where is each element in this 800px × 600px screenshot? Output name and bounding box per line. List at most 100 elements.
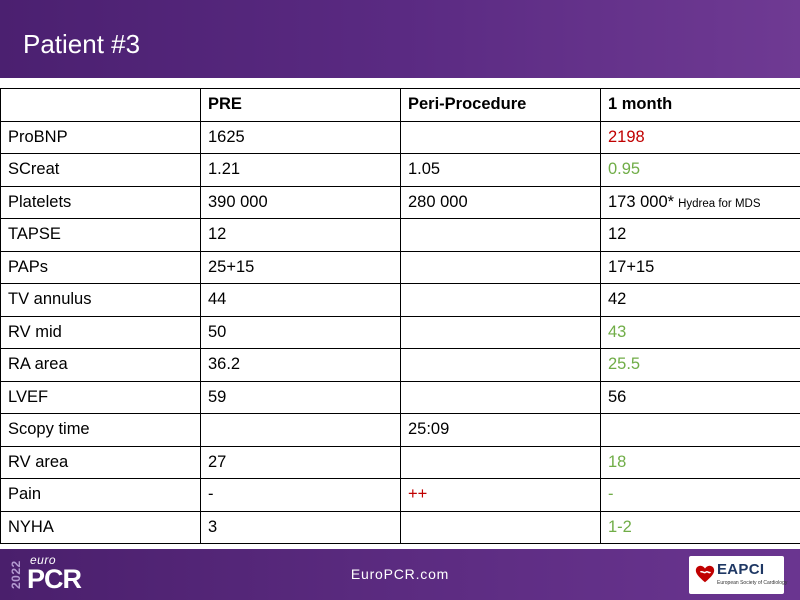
header-cell-parameter — [0, 88, 201, 122]
eapci-subtitle: European Society of Cardiology — [717, 580, 788, 586]
cell-1-month-note: Hydrea for MDS — [678, 197, 761, 210]
cell-pre: 44 — [200, 283, 401, 317]
europcr-logo-pcr: PCR — [27, 564, 82, 594]
cell-pre: 50 — [200, 315, 401, 349]
table-row: RV area 27 18 — [0, 445, 800, 479]
cell-1-month: 42 — [600, 283, 800, 317]
cell-peri-procedure — [400, 315, 601, 349]
cell-peri-procedure: 25:09 — [400, 413, 601, 447]
cell-pre: - — [200, 478, 401, 512]
cell-parameter-value: RV mid — [8, 322, 62, 341]
cell-pre-value: 3 — [208, 517, 218, 536]
cell-pre: 390 000 — [200, 185, 401, 219]
table-row: LVEF 59 56 — [0, 380, 800, 414]
cell-1-month: 12 — [600, 218, 800, 252]
cell-1-month-value: 2198 — [608, 127, 645, 146]
cell-peri-procedure — [400, 250, 601, 284]
cell-peri-procedure-value: 25:09 — [408, 420, 450, 439]
cell-pre-value: 25+15 — [208, 257, 255, 276]
cell-1-month-value: 43 — [608, 322, 627, 341]
cell-parameter-value: Platelets — [8, 192, 72, 211]
cell-parameter: PAPs — [0, 250, 201, 284]
cell-parameter-value: NYHA — [8, 517, 54, 536]
cell-parameter-value: SCreat — [8, 160, 60, 179]
cell-pre: 36.2 — [200, 348, 401, 382]
cell-pre: 27 — [200, 445, 401, 479]
cell-parameter: ProBNP — [0, 120, 201, 154]
cell-1-month — [600, 413, 800, 447]
cell-peri-procedure — [400, 283, 601, 317]
heart-icon — [695, 565, 715, 583]
cell-peri-procedure — [400, 348, 601, 382]
cell-pre: 12 — [200, 218, 401, 252]
cell-1-month: 2198 — [600, 120, 800, 154]
table-row: Platelets 390 000 280 000 173 000* Hydrea fo… — [0, 185, 800, 219]
cell-1-month-value: 18 — [608, 452, 627, 471]
cell-pre-value: 1625 — [208, 127, 245, 146]
cell-parameter-value: PAPs — [8, 257, 49, 276]
slide-header: Patient #3 — [0, 0, 800, 78]
europcr-logo-euro: euro — [30, 553, 57, 567]
cell-1-month-value: 56 — [608, 387, 627, 406]
cell-parameter-value: TAPSE — [8, 225, 61, 244]
cell-1-month: - — [600, 478, 800, 512]
cell-peri-procedure — [400, 120, 601, 154]
cell-pre-value: - — [208, 485, 214, 504]
cell-parameter-value: ProBNP — [8, 127, 68, 146]
cell-pre — [200, 413, 401, 447]
cell-peri-procedure: ++ — [400, 478, 601, 512]
table-header-row: PRE Peri-Procedure 1 month — [0, 88, 800, 122]
cell-parameter: NYHA — [0, 510, 201, 544]
cell-peri-procedure — [400, 380, 601, 414]
cell-parameter-value: RV area — [8, 452, 69, 471]
header-cell-peri-procedure: Peri-Procedure — [400, 88, 601, 122]
cell-1-month: 56 — [600, 380, 800, 414]
cell-parameter: Platelets — [0, 185, 201, 219]
cell-parameter: Scopy time — [0, 413, 201, 447]
cell-1-month-value: 173 000* — [608, 192, 675, 211]
cell-1-month: 0.95 — [600, 153, 800, 187]
cell-parameter-value: RA area — [8, 355, 68, 374]
cell-pre: 1.21 — [200, 153, 401, 187]
cell-1-month-value: 25.5 — [608, 355, 641, 374]
cell-parameter: RV mid — [0, 315, 201, 349]
header-cell-1-month: 1 month — [600, 88, 800, 122]
cell-peri-procedure — [400, 510, 601, 544]
cell-1-month: 173 000* Hydrea for MDS — [600, 185, 800, 219]
cell-parameter: TV annulus — [0, 283, 201, 317]
cell-parameter: RA area — [0, 348, 201, 382]
cell-pre-value: 27 — [208, 452, 227, 471]
cell-parameter: SCreat — [0, 153, 201, 187]
cell-1-month-value: 12 — [608, 225, 627, 244]
cell-peri-procedure: 1.05 — [400, 153, 601, 187]
slide-title: Patient #3 — [23, 29, 141, 59]
cell-1-month-value: 0.95 — [608, 160, 641, 179]
cell-parameter: RV area — [0, 445, 201, 479]
cell-pre: 3 — [200, 510, 401, 544]
cell-parameter-value: Scopy time — [8, 420, 90, 439]
table-row: Scopy time 25:09 — [0, 413, 800, 447]
cell-1-month-value: 1-2 — [608, 517, 632, 536]
cell-peri-procedure: 280 000 — [400, 185, 601, 219]
cell-1-month: 18 — [600, 445, 800, 479]
cell-pre-value: 1.21 — [208, 160, 241, 179]
cell-pre-value: 44 — [208, 290, 227, 309]
header-cell-pre: PRE — [200, 88, 401, 122]
table-row: TV annulus 44 42 — [0, 283, 800, 317]
cell-1-month-value: - — [608, 485, 614, 504]
cell-parameter-value: TV annulus — [8, 290, 92, 309]
cell-parameter: TAPSE — [0, 218, 201, 252]
eapci-name: EAPCI — [717, 561, 765, 578]
cell-peri-procedure — [400, 445, 601, 479]
cell-pre-value: 59 — [208, 387, 227, 406]
cell-pre-value: 390 000 — [208, 192, 268, 211]
table-row: NYHA 3 1-2 — [0, 510, 800, 544]
footer-website: EuroPCR.com — [350, 566, 450, 582]
table-row: PAPs 25+15 17+15 — [0, 250, 800, 284]
cell-parameter-value: Pain — [8, 485, 42, 504]
cell-pre: 1625 — [200, 120, 401, 154]
cell-parameter-value: LVEF — [8, 387, 49, 406]
table-row: Pain - ++ - — [0, 478, 800, 512]
eapci-logo: EAPCI European Society of Cardiology — [689, 556, 788, 594]
table-row: ProBNP 1625 2198 — [0, 120, 800, 154]
